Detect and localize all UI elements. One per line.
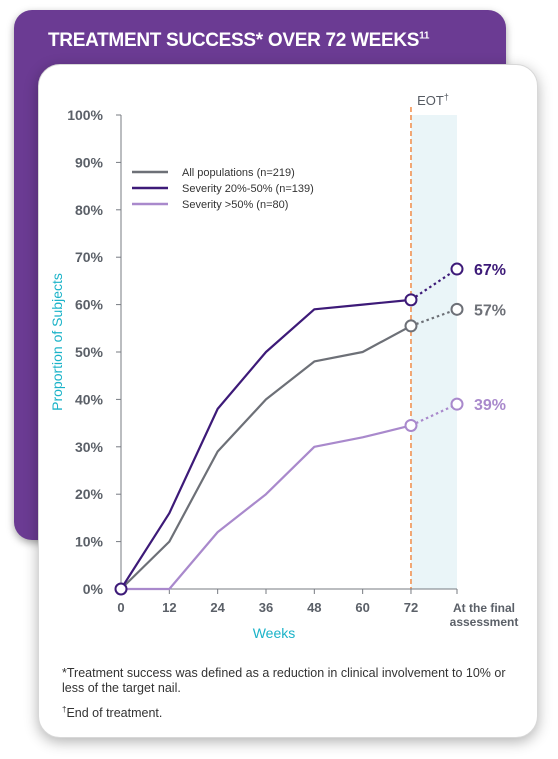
series-point-final bbox=[450, 262, 464, 276]
legend-label: Severity 20%-50% (n=139) bbox=[182, 183, 314, 195]
series-line bbox=[121, 424, 412, 591]
series-final-label: 57% bbox=[474, 302, 506, 319]
y-tick-label: 20% bbox=[75, 486, 104, 502]
chart-title-text: TREATMENT SUCCESS* OVER 72 WEEKS bbox=[48, 30, 420, 51]
legend-label: All populations (n=219) bbox=[182, 167, 295, 179]
footnote-eot: †End of treatment. bbox=[62, 702, 522, 721]
y-tick-label: 50% bbox=[75, 344, 104, 360]
x-tick-label: 24 bbox=[210, 600, 225, 615]
series-point-eot bbox=[404, 293, 418, 307]
y-tick-label: 90% bbox=[75, 154, 104, 170]
y-tick-label: 0% bbox=[83, 581, 104, 597]
x-tick-label-final: At the final bbox=[453, 601, 515, 615]
x-tick-label: 36 bbox=[259, 600, 273, 615]
x-tick-label: 0 bbox=[117, 600, 124, 615]
chart-title-reference: 11 bbox=[419, 30, 430, 42]
chart-title: TREATMENT SUCCESS* OVER 72 WEEKS11 bbox=[48, 30, 429, 52]
footnote-definition: *Treatment success was defined as a redu… bbox=[62, 666, 522, 696]
footnote-eot-text: End of treatment. bbox=[66, 706, 163, 721]
series-final-label: 39% bbox=[474, 397, 506, 414]
x-tick-label: 12 bbox=[162, 600, 176, 615]
y-tick-label: 30% bbox=[75, 439, 104, 455]
y-tick-label: 40% bbox=[75, 391, 104, 407]
series-point-eot bbox=[404, 418, 418, 432]
eot-label: EOT† bbox=[417, 92, 449, 108]
y-tick-label: 70% bbox=[75, 249, 104, 265]
series-point-origin bbox=[114, 582, 128, 596]
series-point-final bbox=[450, 302, 464, 316]
footnote-definition-text: *Treatment success was defined as a redu… bbox=[62, 666, 506, 695]
x-tick-label: 48 bbox=[307, 600, 321, 615]
eot-band bbox=[410, 115, 457, 589]
x-tick-label: 60 bbox=[355, 600, 369, 615]
x-tick-label-final: assessment bbox=[450, 615, 519, 629]
y-axis-label: Proportion of Subjects bbox=[49, 273, 65, 411]
x-tick-label: 72 bbox=[404, 600, 418, 615]
series-line bbox=[120, 298, 412, 590]
series-point-eot bbox=[404, 319, 418, 333]
series-final-label: 67% bbox=[474, 262, 506, 279]
series-line bbox=[120, 324, 412, 590]
legend-label: Severity >50% (n=80) bbox=[182, 199, 288, 211]
series-extension-line bbox=[410, 268, 458, 301]
series-extension-line bbox=[410, 308, 458, 327]
y-tick-label: 100% bbox=[67, 107, 103, 123]
y-tick-label: 10% bbox=[75, 534, 104, 550]
footnote-eot-mark: † bbox=[62, 705, 67, 714]
x-axis-label: Weeks bbox=[253, 625, 296, 641]
y-tick-label: 60% bbox=[75, 297, 104, 313]
eot-label-sup: † bbox=[444, 92, 449, 102]
y-tick-label: 80% bbox=[75, 202, 104, 218]
series-point-final bbox=[450, 397, 464, 411]
